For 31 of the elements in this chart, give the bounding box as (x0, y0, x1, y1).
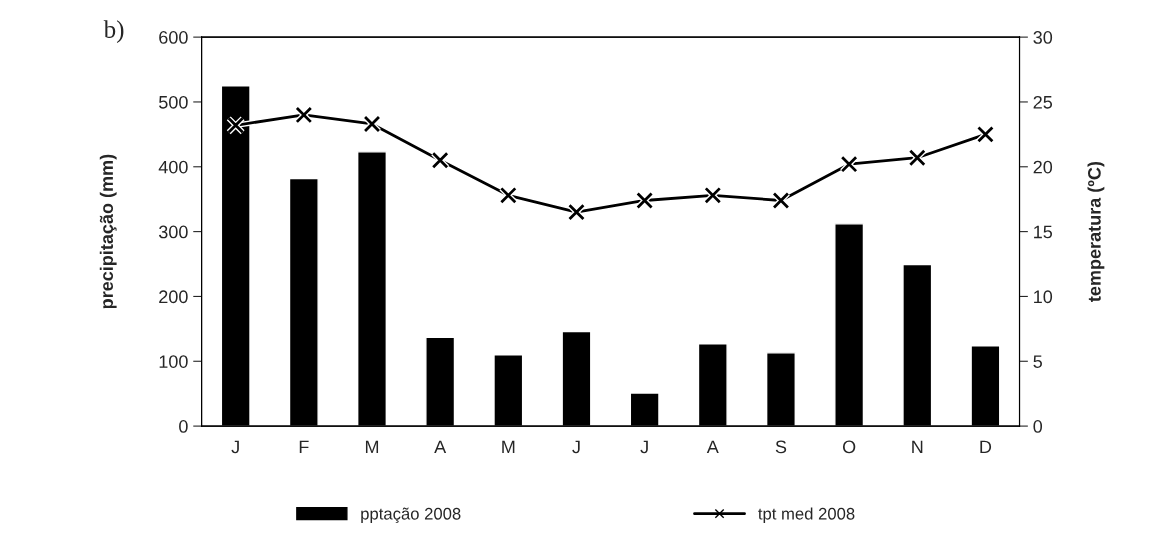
legend-label: pptação 2008 (361, 507, 461, 523)
x-tick-label: S (775, 440, 787, 454)
x-tick-label: F (299, 440, 309, 454)
y-tick-label: 200 (159, 290, 188, 304)
y-tick-label: 0 (179, 420, 188, 433)
y2-tick-label: 15 (1034, 225, 1053, 239)
x-tick-label: M (502, 440, 515, 454)
y-tick-label: 300 (158, 225, 188, 239)
y-tick-label: 600 (159, 31, 188, 44)
x-tick-label: O (842, 440, 856, 454)
chart-title: b) (103, 20, 124, 43)
y2-tick-label: 20 (1033, 160, 1053, 174)
y-axis-title: precipitação (mm) (99, 154, 117, 309)
y2-tick-label: 10 (1034, 290, 1053, 304)
x-tick-label: J (640, 440, 648, 454)
x-tick-label: D (980, 440, 992, 454)
x-tick-label: A (434, 440, 447, 454)
y-tick-label: 100 (159, 355, 188, 368)
x-tick-label: N (912, 440, 923, 454)
y-tick-label: 400 (158, 160, 188, 174)
x-tick-label: M (365, 440, 379, 454)
x-tick-label: A (706, 440, 719, 454)
y-tick-label: 500 (159, 95, 188, 109)
x-tick-label: J (231, 440, 239, 454)
y2-tick-label: 5 (1033, 355, 1042, 368)
y2-tick-label: 0 (1033, 420, 1043, 433)
y2-tick-label: 30 (1033, 31, 1053, 44)
y2-axis-title: temperatura (ºC) (1087, 161, 1105, 302)
legend-label: tpt med 2008 (758, 507, 855, 523)
x-tick-label: J (572, 440, 580, 454)
y2-tick-label: 25 (1033, 95, 1053, 109)
